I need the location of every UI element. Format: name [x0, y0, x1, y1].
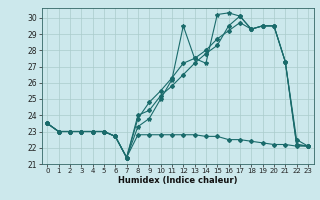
X-axis label: Humidex (Indice chaleur): Humidex (Indice chaleur)	[118, 176, 237, 185]
